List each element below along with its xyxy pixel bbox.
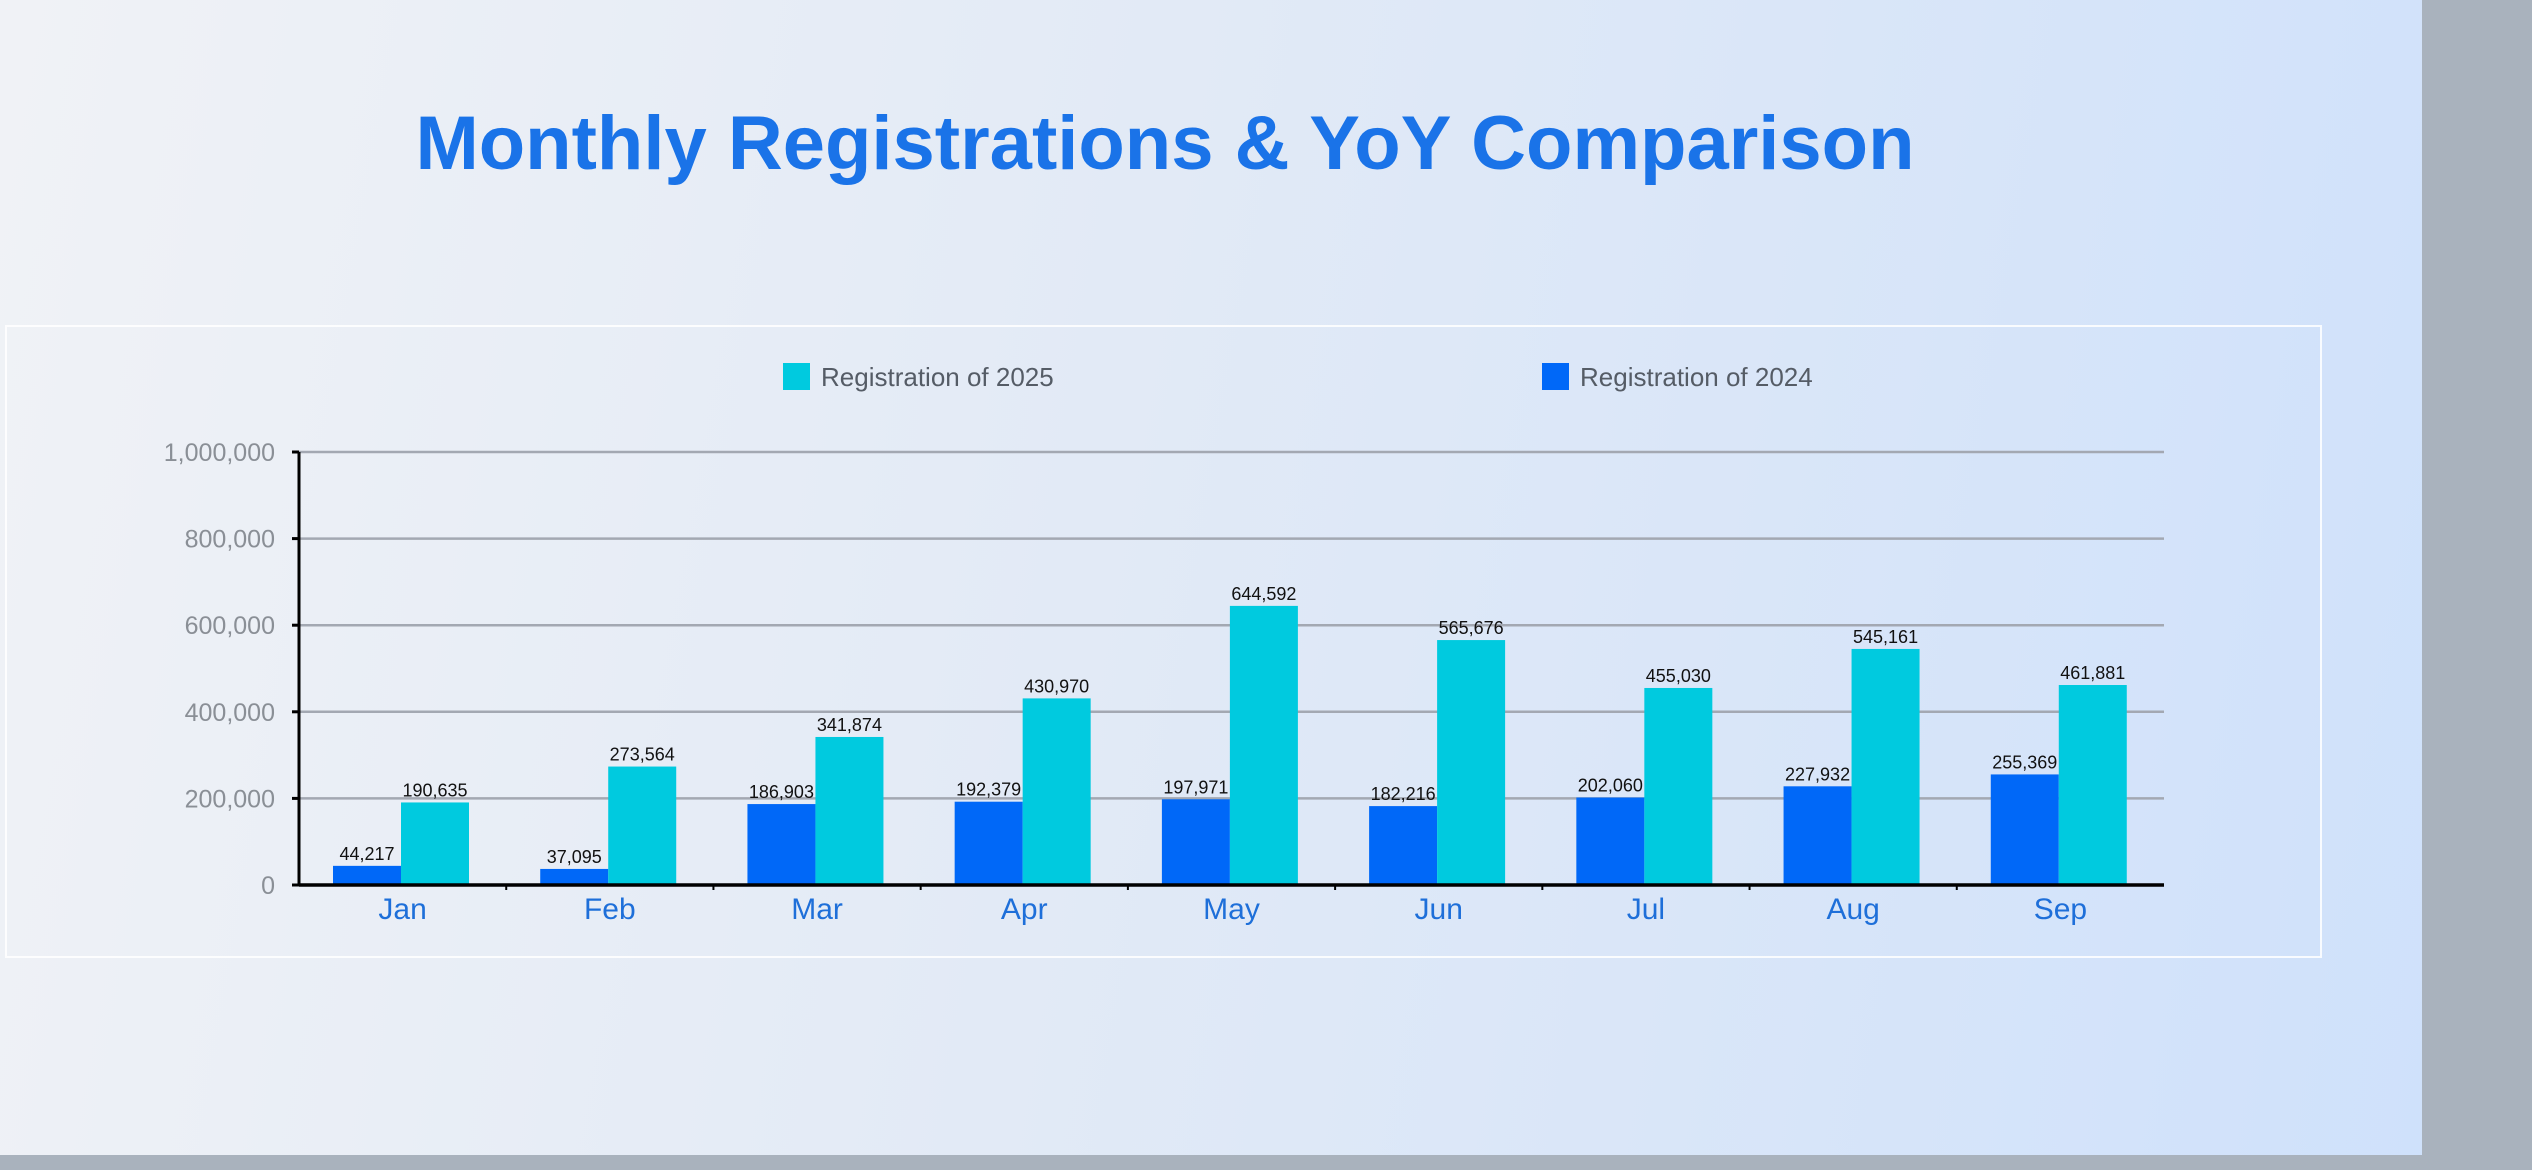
bar-2025 <box>1437 640 1506 885</box>
x-tick-label: Mar <box>791 893 843 926</box>
bar-2024 <box>1576 797 1645 885</box>
data-label: 44,217 <box>339 844 394 864</box>
bar-2025 <box>401 802 469 885</box>
x-tick-label: Jan <box>378 893 426 926</box>
data-label: 341,874 <box>817 715 882 735</box>
data-label: 255,369 <box>1992 752 2057 772</box>
bar-2024 <box>1990 774 2059 885</box>
data-label: 227,932 <box>1785 764 1850 784</box>
data-label: 197,971 <box>1163 777 1228 797</box>
data-label: 273,564 <box>610 745 675 765</box>
data-label: 202,060 <box>1578 776 1643 796</box>
data-label: 186,903 <box>749 782 814 802</box>
x-tick-label: Jul <box>1627 893 1665 926</box>
bar-2024 <box>954 801 1023 885</box>
x-tick-label: Jun <box>1415 893 1463 926</box>
chart-frame <box>5 325 2322 958</box>
x-tick-label: Apr <box>1001 893 1048 926</box>
data-label: 192,379 <box>956 780 1021 800</box>
bar-2025 <box>1022 698 1091 885</box>
bar-2024 <box>747 804 816 885</box>
chart-title: Monthly Registrations & YoY Comparison <box>415 101 1915 186</box>
bar-2025 <box>1644 687 1713 885</box>
legend-swatch <box>1542 363 1569 390</box>
bar-2025 <box>1851 648 1920 885</box>
x-tick-label: Feb <box>584 893 636 926</box>
bar-2024 <box>333 865 401 885</box>
bar-2024 <box>540 868 609 885</box>
data-label: 37,095 <box>547 847 602 867</box>
bar-2025 <box>1229 605 1298 885</box>
bar-2024 <box>1783 786 1852 885</box>
y-tick-label: 200,000 <box>185 785 275 813</box>
y-tick-label: 1,000,000 <box>164 439 275 467</box>
y-tick-label: 800,000 <box>185 526 275 554</box>
x-tick-label: Aug <box>1826 893 1879 926</box>
x-tick-label: Sep <box>2034 893 2087 926</box>
data-label: 545,161 <box>1853 627 1918 647</box>
data-label: 190,635 <box>402 780 467 800</box>
data-label: 430,970 <box>1024 676 1089 696</box>
bar-2025 <box>608 766 677 885</box>
y-tick-label: 400,000 <box>185 699 275 727</box>
bar-2024 <box>1369 806 1438 885</box>
bar-2025 <box>2058 685 2127 885</box>
x-tick-label: May <box>1203 893 1260 926</box>
y-tick-label: 600,000 <box>185 612 275 640</box>
slide-background: Monthly Registrations & YoY Comparison <box>0 0 2422 1155</box>
y-tick-label: 0 <box>261 872 275 900</box>
data-label: 182,216 <box>1371 784 1436 804</box>
data-label: 455,030 <box>1646 666 1711 686</box>
legend-label: Registration of 2024 <box>1580 362 1813 392</box>
data-label: 644,592 <box>1231 584 1296 604</box>
bar-2025 <box>815 736 884 885</box>
bar-2024 <box>1161 799 1230 885</box>
legend-label: Registration of 2025 <box>821 362 1054 392</box>
data-label: 565,676 <box>1439 618 1504 638</box>
legend-swatch <box>783 363 810 390</box>
data-label: 461,881 <box>2060 663 2125 683</box>
